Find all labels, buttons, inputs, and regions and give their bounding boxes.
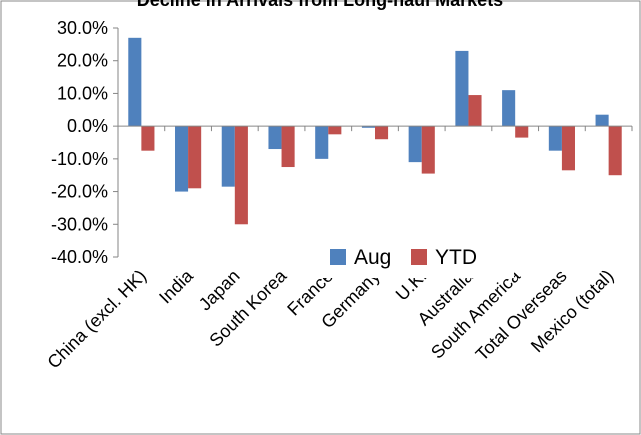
bar-ytd: [561, 126, 575, 171]
bar-ytd: [421, 126, 435, 174]
bar-aug: [361, 126, 375, 128]
y-axis: 30.0% 20.0% 10.0% 0.0% -10.0% -20.0% -30.0% -40…: [51, 18, 119, 267]
y-tick-label: 0.0%: [67, 116, 108, 136]
legend-swatch-aug: [330, 249, 346, 265]
bar-aug: [455, 50, 469, 127]
bar-aug: [548, 126, 562, 151]
y-tick-label: 10.0%: [57, 83, 108, 103]
bar-aug: [408, 126, 422, 163]
legend-label-aug: Aug: [354, 246, 391, 269]
legend: Aug YTD: [312, 236, 514, 278]
y-tick-label: -30.0%: [51, 214, 108, 234]
y-tick-label: -10.0%: [51, 149, 108, 169]
y-tick-label: -40.0%: [51, 247, 108, 267]
bar-aug: [595, 114, 609, 127]
bar-aug: [268, 126, 282, 150]
bar-ytd: [608, 126, 622, 176]
y-tick-label: -20.0%: [51, 182, 108, 202]
bar-aug: [128, 37, 142, 127]
bar-aug: [221, 126, 235, 187]
bar-ytd: [375, 126, 389, 140]
bar-aug: [502, 90, 516, 127]
legend-swatch-ytd: [411, 249, 427, 265]
y-tick-label: 20.0%: [57, 51, 108, 71]
bar-ytd: [188, 126, 202, 189]
bar-ytd: [281, 126, 295, 168]
legend-label-ytd: YTD: [435, 246, 477, 269]
bar-ytd: [234, 126, 248, 225]
bar-aug: [175, 126, 189, 192]
bar-ytd: [141, 126, 155, 151]
bar-ytd: [468, 95, 482, 127]
x-axis: [117, 125, 633, 132]
bar-ytd: [328, 126, 342, 135]
y-tick-label: 30.0%: [57, 18, 108, 38]
chart-title: Decline in Arrivals from Long-haul Marke…: [137, 0, 503, 10]
bar-aug: [315, 126, 329, 159]
bar-ytd: [515, 126, 529, 138]
bars: [128, 37, 622, 225]
